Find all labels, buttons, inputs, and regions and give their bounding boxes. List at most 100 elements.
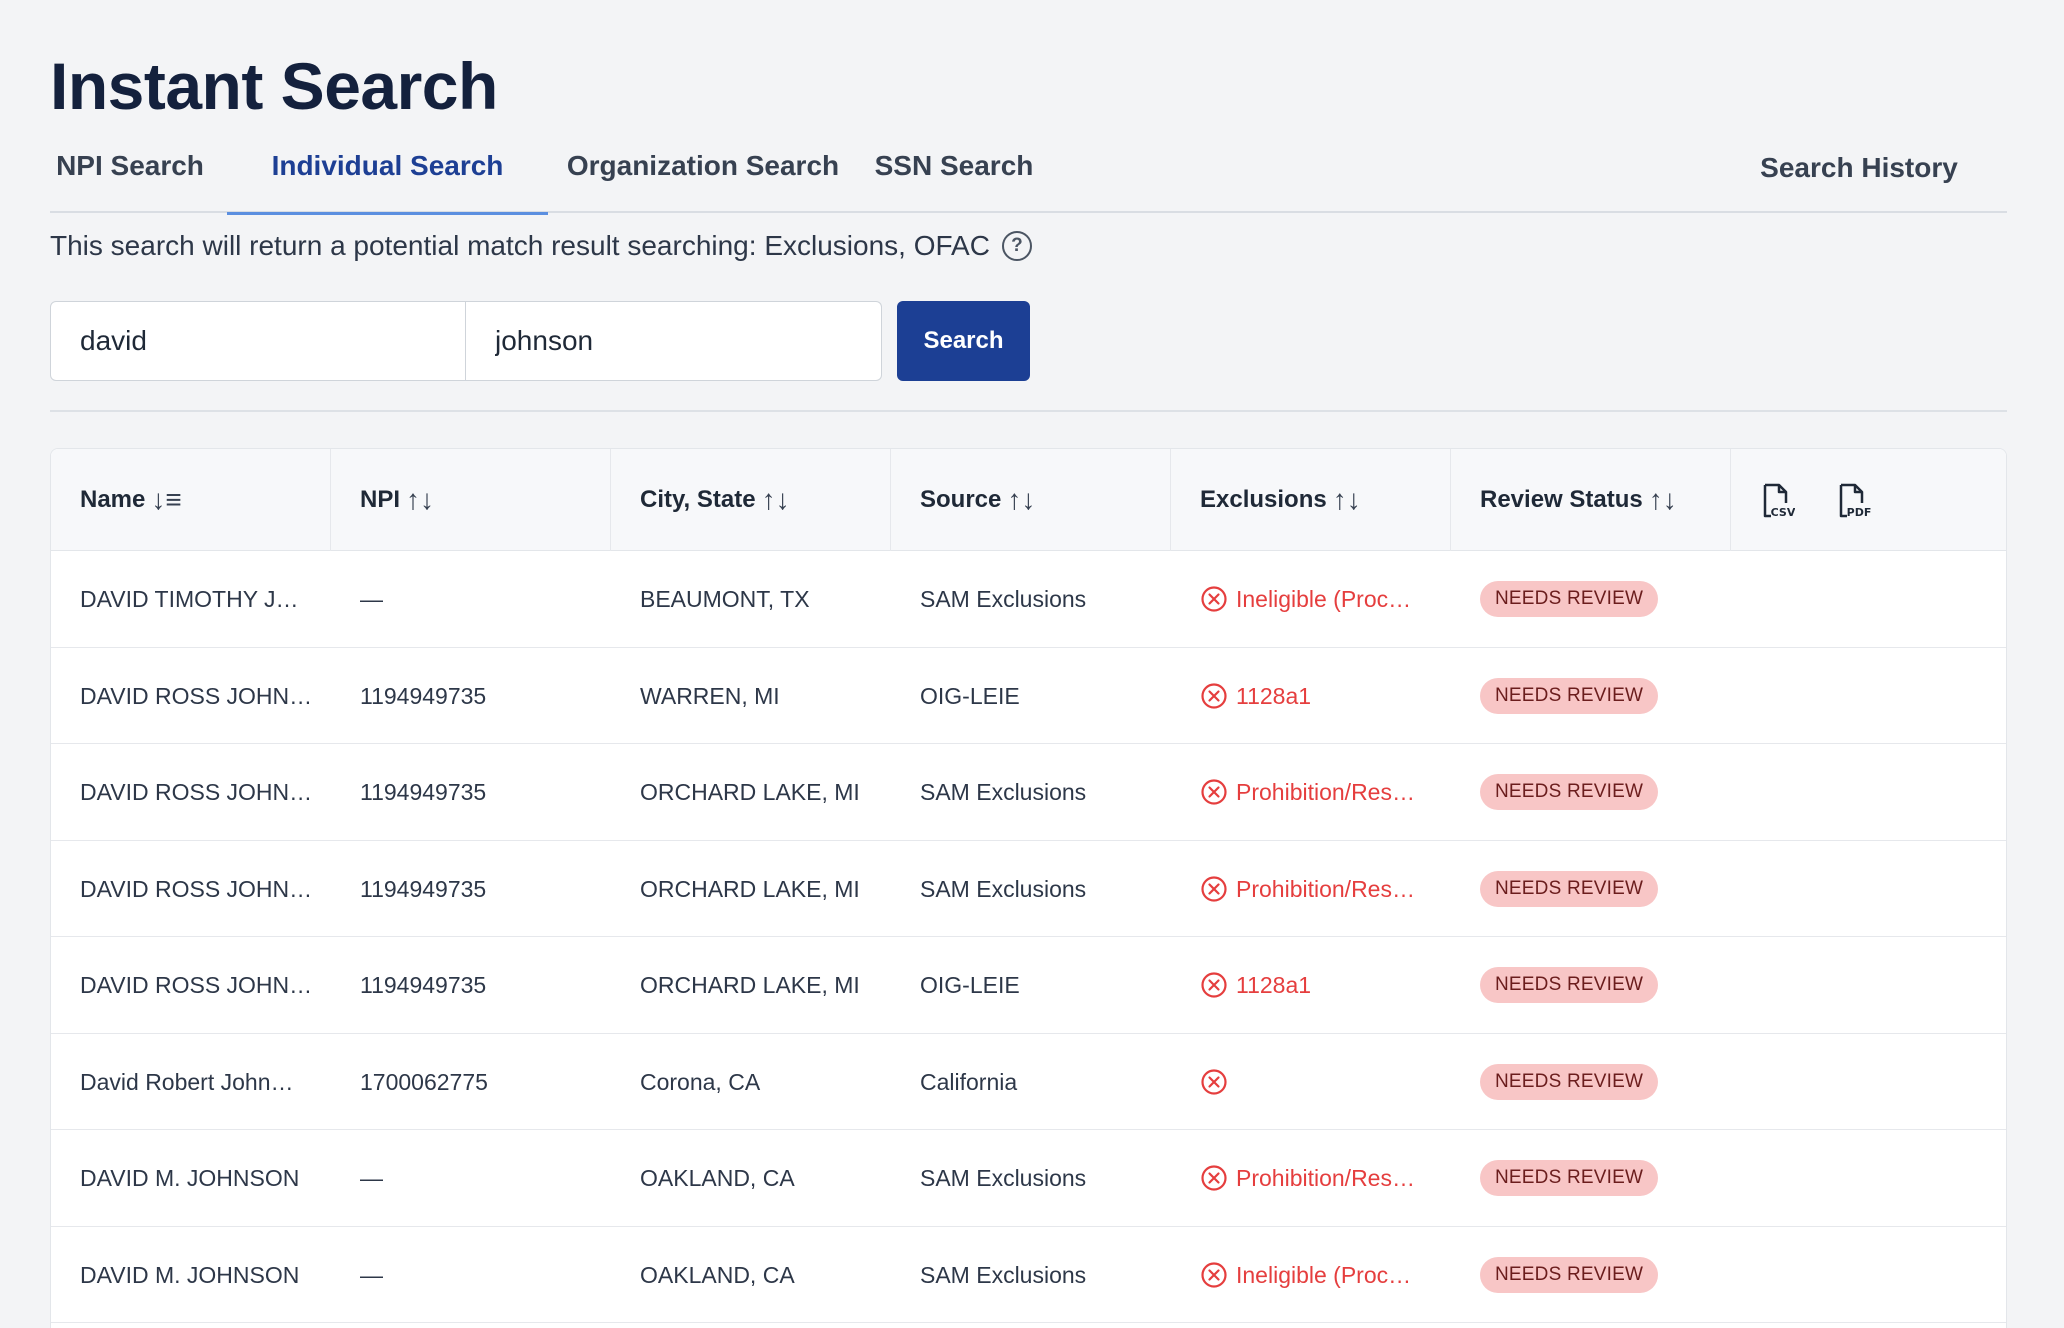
cell-npi: — xyxy=(360,1261,383,1288)
exclusion-x-icon xyxy=(1201,586,1227,612)
table-row[interactable]: DAVID TIMOTHY J… — BEAUMONT, TX SAM Exclusi… xyxy=(51,551,2006,648)
sort-icon[interactable]: ↑↓ xyxy=(1332,484,1361,515)
sort-icon[interactable]: ↑↓ xyxy=(761,484,790,515)
cell-source: SAM Exclusions xyxy=(920,779,1087,805)
cell-name[interactable]: DAVID ROSS JOHN… xyxy=(80,682,313,709)
cell-source: SAM Exclusions xyxy=(920,875,1087,902)
exclusion-x-icon xyxy=(1201,1262,1227,1288)
table-row[interactable]: DAVID ROSS JOHN… 1194949735 ORCHARD LAKE, … xyxy=(51,937,2006,1034)
cell-source: OIG-LEIE xyxy=(920,972,1020,998)
table-row[interactable]: DAVID ROSS JOHN… 1194949735 ORCHARD LAKE, … xyxy=(51,841,2006,937)
tab-ssn-search[interactable]: SSN Search xyxy=(874,150,1034,181)
column-header-name[interactable]: Name ↓≡ xyxy=(51,449,331,551)
cell-npi: 1700062775 xyxy=(360,1068,488,1095)
search-form: Search xyxy=(50,301,1030,381)
cell-exclusions: Prohibition/Res… xyxy=(1171,744,1451,841)
table-row[interactable]: DAVID ROSS JOHN… 1194949735 WARREN, MI OIG-… xyxy=(51,648,2006,745)
cell-source: SAM Exclusions xyxy=(920,1165,1087,1191)
cell-exclusions: 1128a1 xyxy=(1171,648,1451,745)
last-name-input[interactable] xyxy=(466,301,882,381)
cell-city-state: OAKLAND, CA xyxy=(640,1261,795,1288)
column-header-npi[interactable]: NPI ↑↓ xyxy=(331,449,611,551)
search-info-text: This search will return a potential matc… xyxy=(50,230,990,261)
column-label: Exclusions xyxy=(1200,486,1327,513)
table-row[interactable]: David Robert John… 1700062775 Corona, CA Ca… xyxy=(51,1034,2006,1131)
cell-source: OIG-LEIE xyxy=(920,682,1020,709)
column-header-exclusions[interactable]: Exclusions ↑↓ xyxy=(1171,449,1451,551)
exclusion-x-icon xyxy=(1201,1069,1227,1095)
table-row[interactable]: DAVID M. JOHNSON — OAKLAND, CA SAM Exclusio… xyxy=(51,1130,2006,1227)
first-name-input[interactable] xyxy=(50,301,466,381)
cell-source: California xyxy=(920,1068,1018,1095)
cell-review-status: NEEDS REVIEW xyxy=(1451,648,1731,745)
status-badge: NEEDS REVIEW xyxy=(1480,677,1659,714)
cell-exclusions xyxy=(1171,1034,1451,1131)
search-button[interactable]: Search xyxy=(897,301,1030,381)
tab-npi-search[interactable]: NPI Search xyxy=(56,150,204,181)
exclusion-text: 1128a1 xyxy=(1236,972,1312,998)
pdf-label: PDF xyxy=(1847,506,1871,519)
cell-name[interactable]: DAVID TIMOTHY J… xyxy=(80,586,299,612)
sort-icon[interactable]: ↑↓ xyxy=(1007,484,1036,515)
column-label: Name xyxy=(80,486,146,513)
sort-icon[interactable]: ↑↓ xyxy=(1648,484,1677,515)
column-header-city-state[interactable]: City, State ↑↓ xyxy=(611,449,891,551)
cell-name[interactable]: DAVID ROSS JOHN… xyxy=(80,875,313,902)
column-label: Source xyxy=(920,486,1002,513)
exclusion-text: Ineligible (Proc… xyxy=(1236,586,1412,612)
exclusion-text: 1128a1 xyxy=(1236,682,1312,709)
cell-npi: 1194949735 xyxy=(360,875,487,902)
cell-review-status: NEEDS REVIEW xyxy=(1451,744,1731,841)
column-label: City, State xyxy=(640,486,756,513)
tab-individual-search[interactable]: Individual Search xyxy=(227,140,548,215)
cell-npi: 1194949735 xyxy=(360,972,487,998)
sort-desc-icon[interactable]: ↓≡ xyxy=(151,484,182,515)
cell-npi: — xyxy=(360,1165,383,1191)
column-header-source[interactable]: Source ↑↓ xyxy=(891,449,1171,551)
search-history-link[interactable]: Search History xyxy=(1760,152,1958,183)
cell-name[interactable]: DAVID M. JOHNSON xyxy=(80,1165,300,1191)
cell-city-state: WARREN, MI xyxy=(640,682,780,709)
cell-name[interactable]: DAVID ROSS JOHN… xyxy=(80,972,313,998)
search-tabs: NPI Search Individual Search Organizatio… xyxy=(50,140,2007,215)
csv-label: CSV xyxy=(1771,506,1795,519)
cell-npi: 1194949735 xyxy=(360,779,487,805)
table-row[interactable]: DAVID ROSS JOHN… 1194949735 ORCHARD LAKE, … xyxy=(51,744,2006,841)
cell-source: SAM Exclusions xyxy=(920,1261,1087,1288)
cell-review-status: NEEDS REVIEW xyxy=(1451,1227,1731,1324)
cell-exclusions: Prohibition/Res… xyxy=(1171,1130,1451,1227)
sort-icon[interactable]: ↑↓ xyxy=(406,484,435,515)
cell-city-state: ORCHARD LAKE, MI xyxy=(640,875,860,902)
pdf-export-icon[interactable]: PDF xyxy=(1835,483,1871,519)
cell-npi: 1194949735 xyxy=(360,682,487,709)
cell-exclusions: 1128a1 xyxy=(1171,937,1451,1034)
search-info: This search will return a potential matc… xyxy=(50,230,1032,262)
status-badge: NEEDS REVIEW xyxy=(1480,774,1659,811)
csv-export-icon[interactable]: CSV xyxy=(1759,483,1795,519)
column-label: NPI xyxy=(360,486,401,513)
cell-city-state: BEAUMONT, TX xyxy=(640,586,810,612)
status-badge: NEEDS REVIEW xyxy=(1480,870,1659,907)
exclusion-x-icon xyxy=(1201,1165,1227,1191)
table-row[interactable]: DAVID M. JOHNSON — OAKLAND, CA SAM Exclusio… xyxy=(51,1227,2006,1324)
exclusion-x-icon xyxy=(1201,876,1227,902)
status-badge: NEEDS REVIEW xyxy=(1480,1063,1659,1100)
cell-source: SAM Exclusions xyxy=(920,586,1087,612)
exclusion-x-icon xyxy=(1201,683,1227,709)
cell-name[interactable]: DAVID M. JOHNSON xyxy=(80,1261,300,1288)
cell-city-state: OAKLAND, CA xyxy=(640,1165,795,1191)
help-icon[interactable]: ? xyxy=(1001,231,1032,261)
exclusion-text: Prohibition/Res… xyxy=(1236,1165,1415,1191)
status-badge: NEEDS REVIEW xyxy=(1480,967,1659,1004)
cell-name[interactable]: David Robert John… xyxy=(80,1068,294,1095)
exclusion-text: Prohibition/Res… xyxy=(1236,875,1415,902)
tab-organization-search[interactable]: Organization Search xyxy=(566,150,840,181)
cell-city-state: ORCHARD LAKE, MI xyxy=(640,972,860,998)
page-title: Instant Search xyxy=(50,49,498,123)
cell-review-status: NEEDS REVIEW xyxy=(1451,937,1731,1034)
status-badge: NEEDS REVIEW xyxy=(1480,1256,1659,1293)
cell-name[interactable]: DAVID ROSS JOHN… xyxy=(80,779,313,805)
cell-review-status: NEEDS REVIEW xyxy=(1451,1034,1731,1131)
export-actions: CSV PDF xyxy=(1759,483,1871,519)
column-header-review-status[interactable]: Review Status ↑↓ xyxy=(1451,449,1731,551)
